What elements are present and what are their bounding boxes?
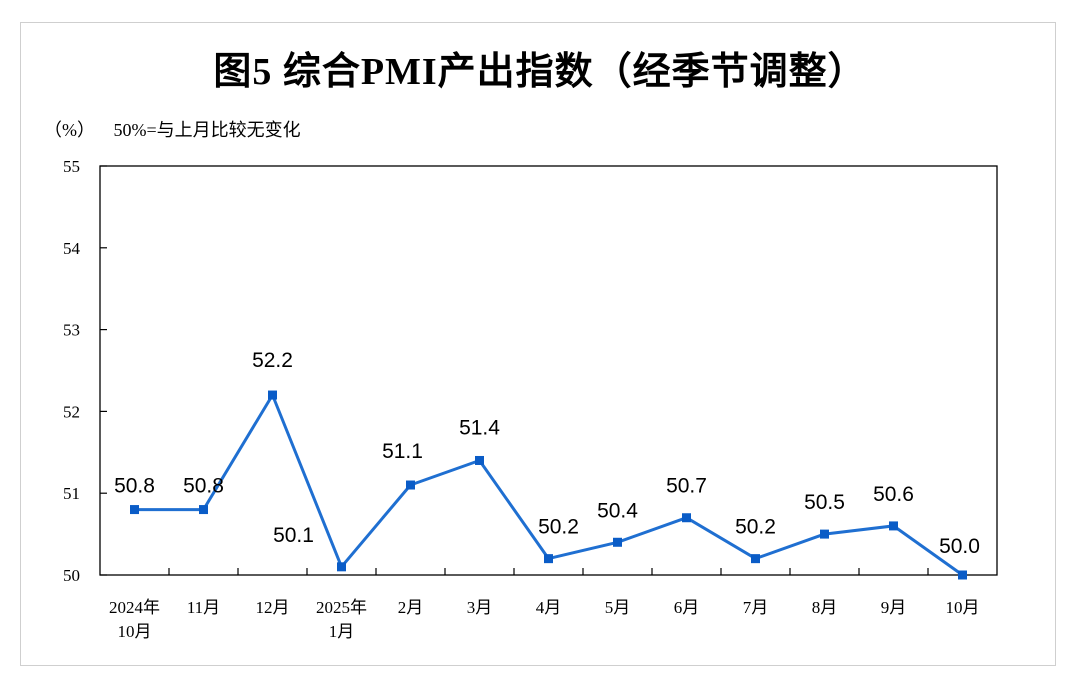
unit-row: （%） 50%=与上月比较无变化 (44, 116, 315, 142)
chart-title: 图5 综合PMI产出指数（经季节调整） (213, 51, 867, 93)
y-tick-label: 51 (63, 484, 80, 503)
x-tick-label: 11月 (187, 598, 220, 617)
x-tick-label: 1月 (329, 622, 355, 641)
data-labels: 50.8 50.8 52.2 50.1 51.1 51.4 50.2 50.4 50.7 50.2… (114, 349, 980, 558)
x-tick-label: 2月 (398, 598, 424, 617)
chart-frame (20, 22, 1056, 666)
y-tick-label: 53 (63, 321, 80, 340)
x-tick-label: 4月 (536, 598, 562, 617)
data-label: 50.7 (666, 475, 707, 498)
x-tick-label: 7月 (743, 598, 769, 617)
baseline-note: 50%=与上月比较无变化 (113, 120, 301, 140)
data-label: 50.5 (804, 491, 845, 514)
data-point (544, 554, 553, 564)
x-tick-label: 8月 (812, 598, 838, 617)
data-label: 52.2 (252, 349, 293, 372)
data-point (199, 505, 208, 515)
data-label: 51.1 (382, 440, 423, 463)
data-label: 50.4 (597, 499, 638, 522)
x-tick-label: 6月 (674, 598, 700, 617)
y-axis: 50 51 52 53 54 55 (63, 157, 107, 585)
x-tick-label: 2024年 (109, 598, 160, 617)
x-tick-label: 5月 (605, 598, 631, 617)
x-tick-label: 9月 (881, 598, 907, 617)
data-point (958, 570, 967, 580)
data-label: 50.2 (538, 516, 579, 539)
data-label: 50.6 (873, 483, 914, 506)
data-label: 50.1 (273, 524, 314, 547)
data-point (337, 562, 346, 572)
data-label: 50.2 (735, 516, 776, 539)
data-label: 50.8 (183, 475, 224, 498)
y-tick-label: 55 (63, 157, 80, 176)
data-point (889, 521, 898, 531)
data-label: 50.0 (939, 535, 980, 558)
y-tick-label: 50 (63, 566, 80, 585)
x-tick-label: 3月 (467, 598, 493, 617)
x-tick-label: 12月 (256, 598, 290, 617)
data-point (268, 390, 277, 400)
x-tick-label: 2025年 (316, 598, 367, 617)
data-point (130, 505, 139, 515)
data-label: 50.8 (114, 475, 155, 498)
plot-area (99, 165, 998, 576)
y-unit-label: （%） (44, 120, 95, 140)
data-label: 51.4 (459, 416, 500, 439)
data-point (406, 480, 415, 490)
data-point (475, 455, 484, 465)
data-point (613, 537, 622, 547)
x-axis: 2024年 10月 11月 12月 2025年 1月 2月 3月 4月 5月 6月 7月 8月 9月 10月 (109, 568, 980, 641)
series-line (134, 393, 964, 577)
data-point (751, 554, 760, 564)
data-point (820, 529, 829, 539)
x-tick-label: 10月 (118, 622, 152, 641)
y-tick-label: 54 (63, 239, 81, 258)
data-points (130, 390, 967, 580)
data-point (682, 513, 691, 523)
x-tick-label: 10月 (946, 598, 980, 617)
y-tick-label: 52 (63, 402, 80, 421)
